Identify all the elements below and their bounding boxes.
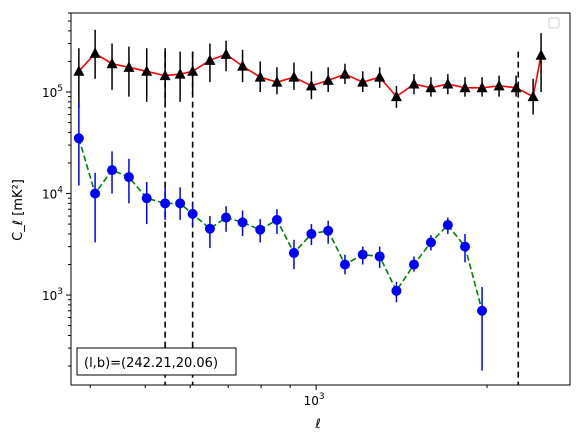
triangle-marker bbox=[339, 68, 351, 79]
circle-marker bbox=[306, 228, 317, 239]
circle-marker bbox=[374, 251, 385, 262]
legend[interactable] bbox=[548, 17, 560, 29]
triangle-marker bbox=[159, 69, 171, 81]
circle-marker bbox=[123, 172, 134, 183]
circle-marker bbox=[460, 241, 471, 252]
circle-marker bbox=[271, 214, 282, 225]
triangle-marker bbox=[535, 49, 547, 60]
triangle-marker bbox=[123, 61, 135, 72]
triangle-marker bbox=[305, 79, 317, 91]
triangle-marker bbox=[408, 77, 420, 89]
legend-box[interactable] bbox=[548, 17, 560, 29]
triangle-marker bbox=[476, 81, 488, 93]
triangle-marker bbox=[271, 76, 283, 87]
triangle-marker bbox=[174, 68, 186, 79]
triangle-marker bbox=[527, 90, 539, 102]
y-tick-label: 105 bbox=[42, 84, 63, 100]
triangle-marker bbox=[141, 65, 153, 76]
circle-marker bbox=[73, 133, 84, 144]
triangle-marker bbox=[493, 79, 505, 91]
circle-marker bbox=[323, 225, 334, 236]
annotation-frame bbox=[76, 347, 237, 376]
circle-marker bbox=[288, 247, 299, 258]
triangle-marker bbox=[220, 48, 232, 59]
circle-marker bbox=[141, 193, 152, 204]
circle-marker bbox=[477, 305, 488, 316]
plot-area: 103 104 105 103 bbox=[42, 12, 571, 408]
circle-marker bbox=[187, 208, 198, 219]
triangle-marker bbox=[288, 71, 300, 82]
triangle-marker bbox=[459, 81, 471, 93]
circle-marker bbox=[107, 165, 118, 176]
triangle-marker bbox=[390, 90, 402, 102]
triangle-marker bbox=[237, 60, 249, 71]
circle-marker bbox=[357, 249, 368, 260]
triangle-marker bbox=[73, 65, 85, 76]
y-tick-label: 103 bbox=[42, 287, 63, 303]
circle-marker bbox=[255, 224, 266, 235]
y-axis-label: C_ℓ [mK²] bbox=[11, 179, 26, 241]
circle-marker bbox=[408, 259, 419, 270]
circle-marker bbox=[339, 259, 350, 270]
triangle-marker bbox=[510, 81, 522, 93]
triangle-marker bbox=[425, 81, 437, 93]
circle-marker bbox=[221, 212, 232, 223]
circle-marker bbox=[90, 188, 101, 199]
annotation-text: (l,b)=(242.21,20.06) bbox=[84, 356, 218, 371]
triangle-marker bbox=[89, 47, 101, 58]
circle-marker bbox=[442, 219, 453, 230]
triangle-marker bbox=[374, 71, 386, 82]
triangle-marker bbox=[322, 74, 334, 85]
circle-marker bbox=[425, 237, 436, 248]
circle-marker bbox=[160, 198, 171, 209]
triangle-marker bbox=[254, 71, 266, 82]
axes-frame bbox=[70, 12, 571, 386]
triangle-marker bbox=[442, 77, 454, 89]
circle-marker bbox=[391, 285, 402, 296]
y-tick-label: 104 bbox=[42, 186, 63, 202]
x-axis-label: ℓ bbox=[314, 417, 320, 432]
circle-marker bbox=[175, 198, 186, 209]
x-tick-label: 103 bbox=[304, 392, 325, 408]
circle-marker bbox=[204, 223, 215, 234]
triangle-marker bbox=[204, 54, 216, 65]
triangle-marker bbox=[106, 57, 118, 69]
triangle-marker bbox=[187, 65, 199, 76]
triangle-marker bbox=[357, 76, 369, 87]
circle-marker bbox=[237, 217, 248, 228]
annotation-box: (l,b)=(242.21,20.06) bbox=[76, 347, 237, 376]
